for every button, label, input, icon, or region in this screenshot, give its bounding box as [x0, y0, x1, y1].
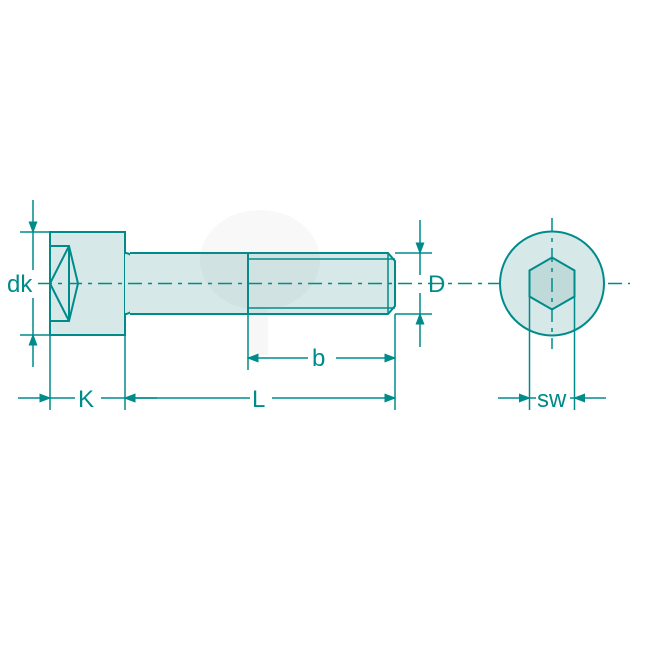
- dim-b: b: [248, 314, 395, 372]
- label-L: L: [252, 386, 265, 413]
- dim-K-L: K L: [18, 335, 395, 413]
- label-sw: sw: [537, 386, 567, 413]
- label-dk: dk: [7, 271, 33, 298]
- label-b: b: [312, 345, 325, 372]
- label-K: K: [78, 386, 94, 413]
- watermark: [200, 210, 320, 355]
- label-D: D: [428, 271, 445, 298]
- end-view: [500, 218, 604, 349]
- bolt-technical-drawing: dk D b K L: [0, 0, 650, 650]
